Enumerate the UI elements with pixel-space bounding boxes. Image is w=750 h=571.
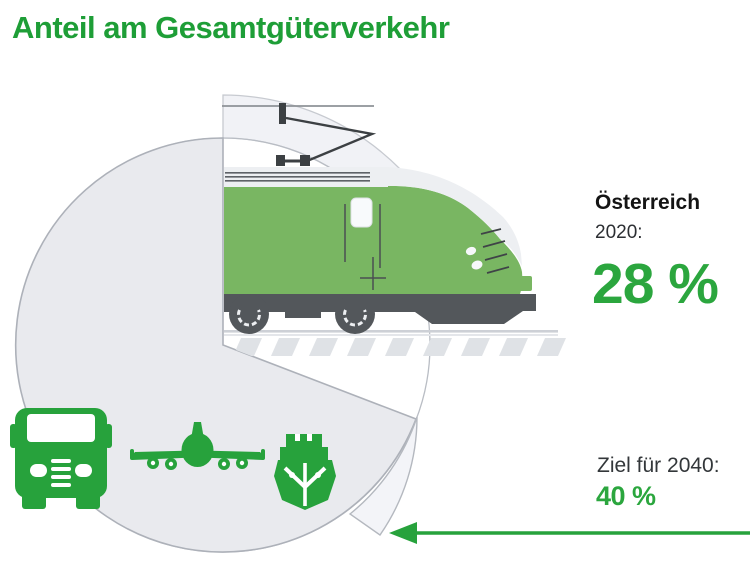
train-wheels <box>229 294 375 334</box>
front-skirt <box>415 294 536 324</box>
rail-bottom <box>224 334 558 336</box>
railway-track <box>224 330 566 356</box>
contact-shoe <box>279 103 286 124</box>
stat-country: Österreich <box>595 191 701 214</box>
headlights <box>465 246 483 270</box>
pantograph <box>222 103 377 166</box>
page-title: Anteil am Gesamtgüterverkehr <box>12 10 450 45</box>
train-illustration <box>222 103 536 334</box>
target-label: Ziel für 2040: <box>597 454 720 477</box>
train-body <box>224 186 523 305</box>
truck-icon <box>10 408 112 509</box>
stat-value-2020: 28 % <box>592 252 719 316</box>
roof-stripes <box>225 171 370 182</box>
sleepers <box>233 338 566 356</box>
door-lines <box>344 204 386 290</box>
train-windshield <box>388 167 522 266</box>
target-slice <box>348 416 418 536</box>
stat-year: 2020: <box>595 222 643 243</box>
arrow-left-icon <box>389 522 750 544</box>
rail-top <box>224 330 558 333</box>
ship-icon <box>274 434 336 510</box>
pantograph-arms <box>285 116 377 163</box>
target-value-2040: 40 % <box>596 481 656 511</box>
airplane-icon <box>130 422 265 470</box>
door-window <box>350 197 373 228</box>
nose-grille-lines <box>480 228 510 274</box>
